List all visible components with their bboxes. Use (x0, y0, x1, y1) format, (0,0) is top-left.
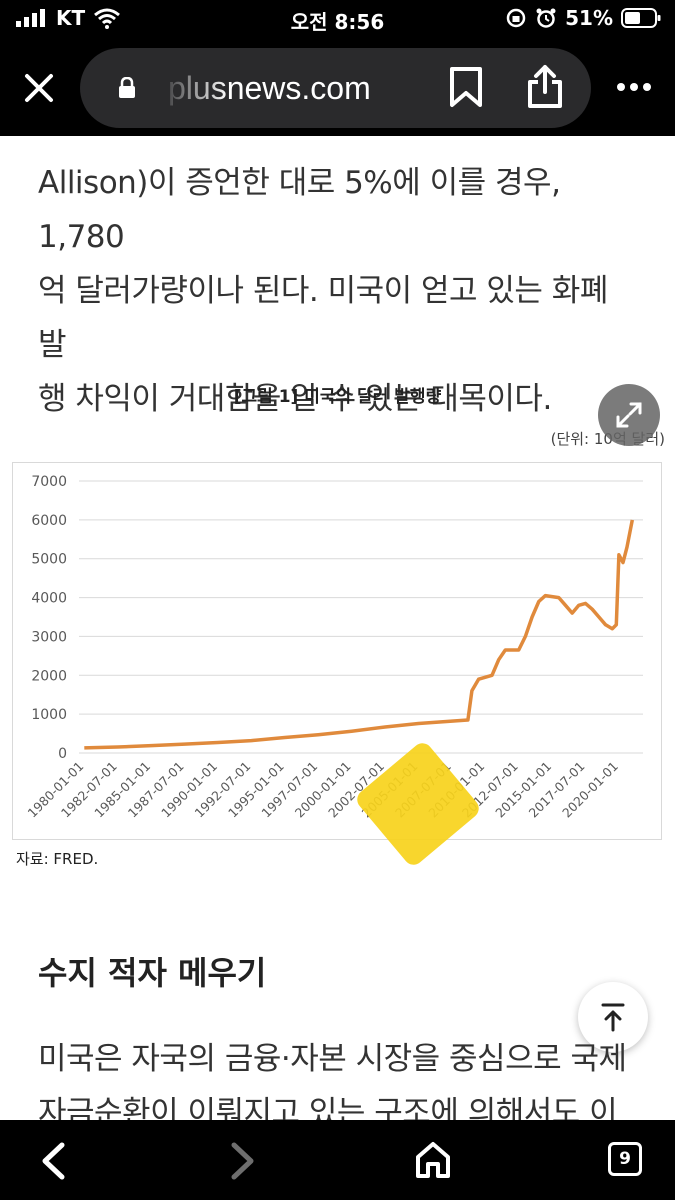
carrier-label: KT (56, 6, 86, 30)
status-bar: KT 오전 8:56 51% (0, 0, 675, 40)
y-tick-label: 0 (58, 746, 67, 762)
article-content: Allison)이 증언한 대로 5%에 이를 경우, 1,780 억 달러가량… (0, 136, 675, 1120)
status-bar-left: KT (16, 6, 121, 30)
forward-icon[interactable] (230, 1142, 256, 1180)
wifi-icon (94, 8, 121, 29)
expand-image-button[interactable] (598, 384, 660, 446)
chart-frame: 7000 6000 5000 4000 3000 2000 1000 0 1980-01-01 1… (12, 462, 662, 840)
y-tick-label: 3000 (31, 629, 67, 645)
bottom-nav: 9 (0, 1120, 675, 1200)
paragraph-line: 행 차익이 거대함을 알 수 있는 대목이다. (38, 381, 552, 417)
y-tick-label: 1000 (31, 707, 67, 723)
y-tick-label: 6000 (31, 513, 67, 529)
home-icon[interactable] (414, 1140, 452, 1180)
expand-icon (616, 402, 642, 428)
y-tick-label: 4000 (31, 591, 67, 607)
figure-title: [그림 1] 미국의 달러 발행량 (233, 387, 442, 407)
scroll-to-top-button[interactable] (578, 982, 648, 1052)
share-icon[interactable] (526, 64, 564, 110)
figure-source: 자료: FRED. (16, 850, 99, 868)
battery-percent: 51% (565, 6, 613, 30)
url-bar[interactable]: plusnews.com (80, 48, 591, 128)
battery-icon (621, 8, 661, 28)
paragraph-line: 억 달러가량이나 된다. 미국이 얻고 있는 화폐 발 (38, 273, 608, 363)
signal-icon (16, 9, 45, 27)
paragraph-line: 미국은 자국의 금융·자본 시장을 중심으로 국제 (38, 1041, 627, 1077)
close-icon[interactable] (24, 73, 54, 103)
article-paragraph-2: 미국은 자국의 금융·자본 시장을 중심으로 국제 자금순환이 이뤄지고 있는 … (38, 1032, 638, 1120)
status-bar-right: 51% (505, 6, 661, 30)
section-heading: 수지 적자 메우기 (38, 954, 267, 992)
dollar-issuance-chart: 700060005000400030002000100001980-01-011… (24, 474, 643, 820)
status-time: 오전 8:56 (290, 10, 385, 34)
tab-count-label: 9 (619, 1149, 631, 1169)
orientation-lock-icon (506, 8, 526, 28)
y-tick-label: 7000 (31, 474, 67, 490)
bookmark-icon[interactable] (449, 66, 483, 108)
tabs-button[interactable]: 9 (608, 1142, 642, 1176)
article-paragraph-1: Allison)이 증언한 대로 5%에 이를 경우, 1,780 억 달러가량… (38, 156, 638, 426)
back-icon[interactable] (40, 1142, 66, 1180)
y-tick-label: 5000 (31, 552, 67, 568)
alarm-icon (536, 8, 556, 28)
y-tick-label: 2000 (31, 668, 67, 684)
browser-toolbar: plusnews.com (0, 40, 675, 136)
series-line (84, 519, 635, 750)
paragraph-line: 자금순환이 이뤄지고 있는 구조에 의해서도 이익 (38, 1095, 618, 1120)
paragraph-line: Allison)이 증언한 대로 5%에 이를 경우, 1,780 (38, 165, 561, 255)
url-fade (158, 66, 228, 110)
arrow-up-icon (601, 1003, 625, 1032)
lock-icon (119, 77, 135, 98)
more-icon[interactable] (616, 82, 652, 92)
